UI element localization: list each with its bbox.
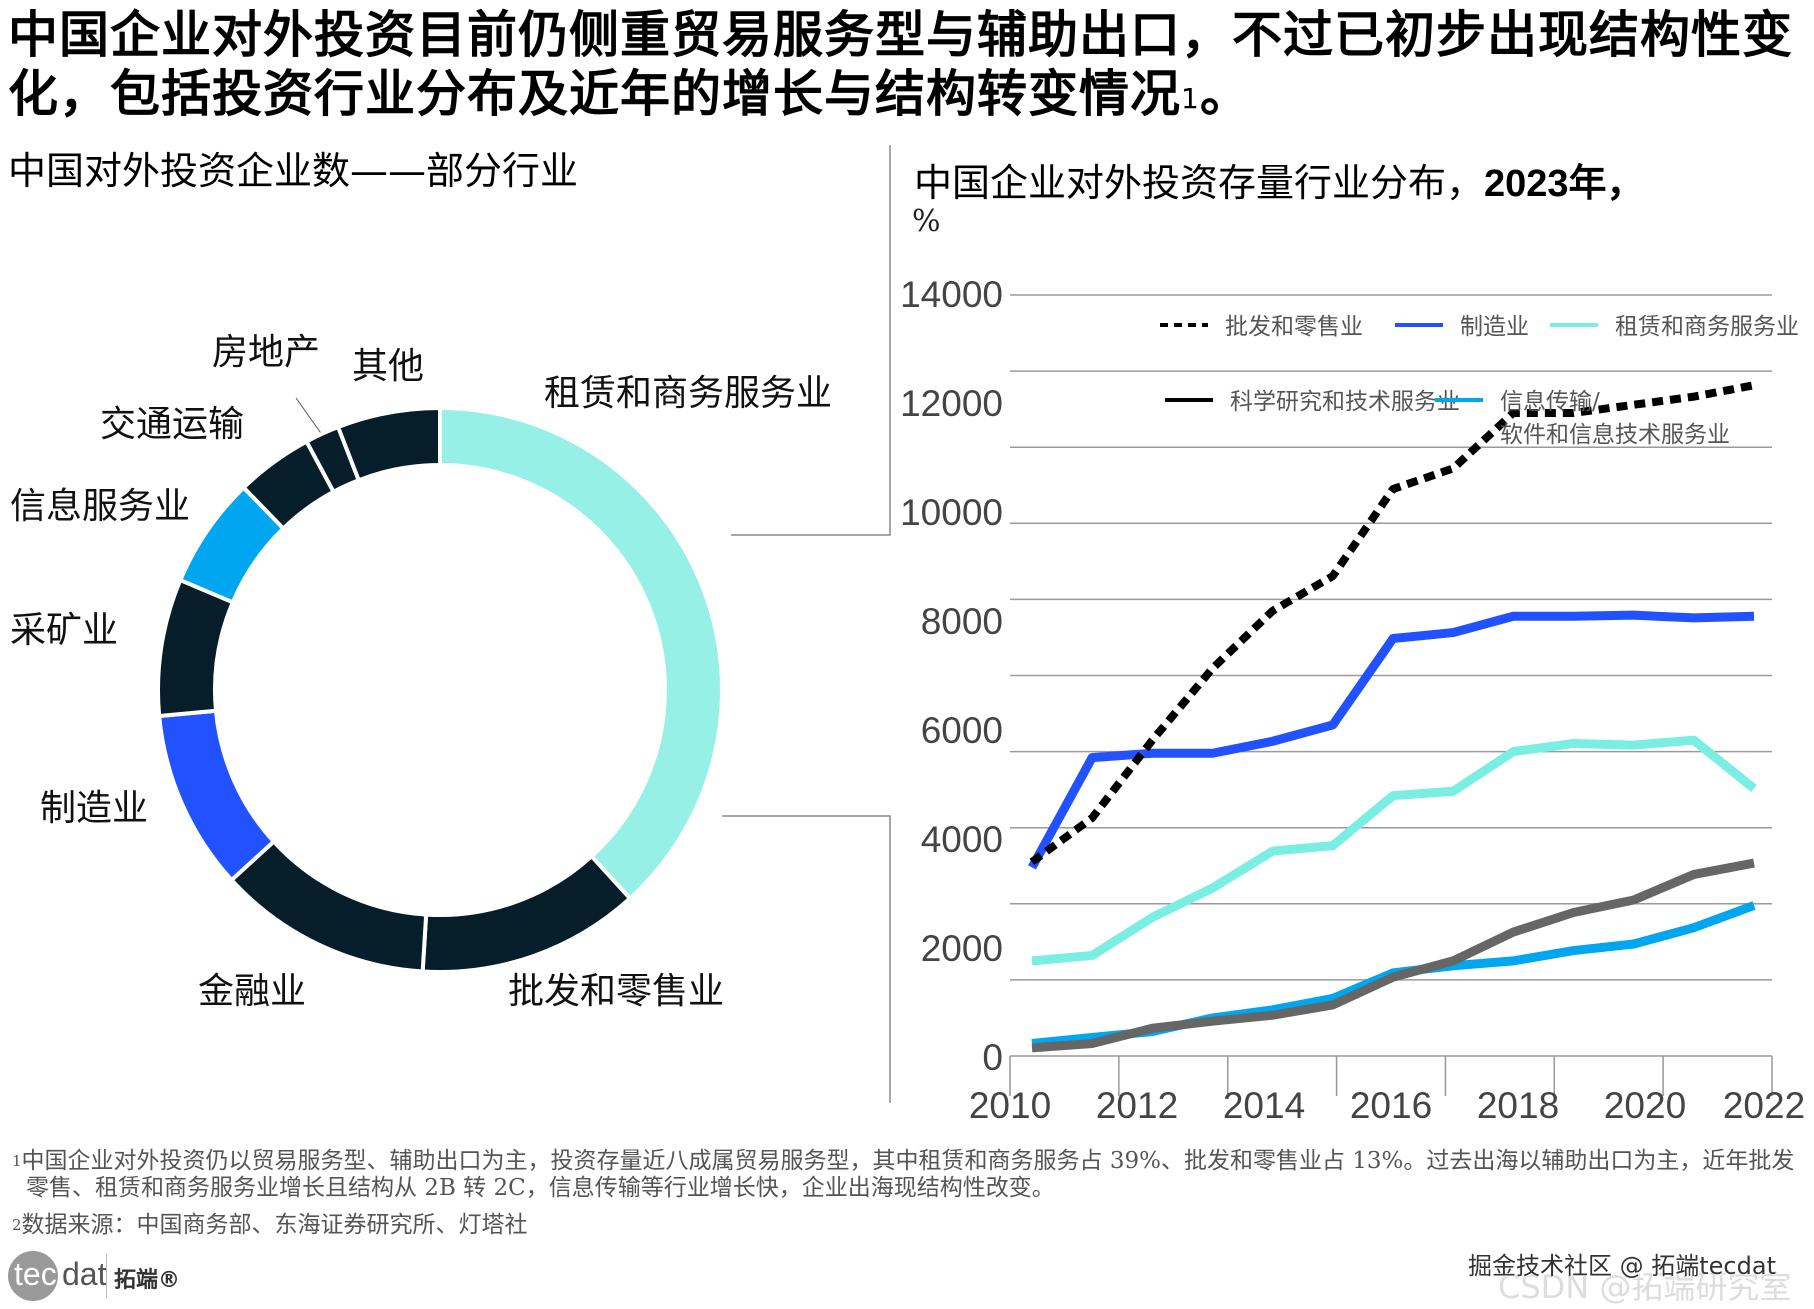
- series-line-0: [1029, 381, 1755, 866]
- donut-chart-title: 中国对外投资企业数——部分行业: [8, 149, 579, 193]
- footnotes: 1中国企业对外投资仍以贸易服务型、辅助出口为主，投资存量近八成属贸易服务型，其中…: [12, 1148, 1812, 1239]
- donut-label-mining: 采矿业: [10, 610, 118, 651]
- x-tick-label: 2012: [1096, 1085, 1178, 1126]
- donut-label-info: 信息服务业: [10, 486, 190, 527]
- x-tick-label: 2020: [1604, 1085, 1686, 1126]
- donut-label-finance: 金融业: [198, 971, 306, 1012]
- tecdat-logo: tec dat 拓端®: [8, 1250, 180, 1302]
- x-tick-label: 2016: [1350, 1085, 1432, 1126]
- line-chart-y-axis: 0 2000 4000 6000 8000 10000 12000 14000: [900, 274, 1003, 1078]
- y-tick-label: 0: [982, 1037, 1003, 1078]
- footnote-ref: 1: [1181, 82, 1200, 115]
- series-line-3: [1031, 858, 1755, 1053]
- divider-lower: [722, 815, 891, 1103]
- footnote-1: 1中国企业对外投资仍以贸易服务型、辅助出口为主，投资存量近八成属贸易服务型，其中…: [12, 1148, 1812, 1202]
- donut-labels: 租赁和商务服务业 批发和零售业 金融业 制造业 采矿业 信息服务业 交通运输 房…: [10, 332, 832, 1012]
- donut-label-other: 其他: [352, 346, 424, 387]
- logo-circle-icon: [8, 1251, 58, 1301]
- logo-cn: 拓端®: [114, 1268, 181, 1293]
- legend-label-4: 信息传输/: [1500, 389, 1600, 415]
- donut-label-transport: 交通运输: [100, 404, 244, 445]
- x-tick-label: 2010: [969, 1085, 1051, 1126]
- footnote-2: 2数据来源：中国商务部、东海证券研究所、灯塔社: [12, 1212, 1812, 1239]
- legend-label-0: 批发和零售业: [1225, 314, 1363, 340]
- donut-slice-8: [335, 405, 442, 483]
- donut-slice-2: [228, 838, 429, 974]
- footnote-2-text: 数据来源：中国商务部、东海证券研究所、灯塔社: [21, 1212, 528, 1238]
- headline-end: 。: [1199, 65, 1251, 123]
- watermark-csdn: CSDN @拓端研究室: [1498, 1268, 1792, 1306]
- donut-slice-0: [438, 405, 724, 902]
- donut-chart: [156, 405, 724, 974]
- line-chart-title-main: 中国企业对外投资存量行业分布，: [914, 161, 1485, 205]
- footnote-2-ref: 2: [12, 1216, 22, 1234]
- series-line-2: [1031, 735, 1757, 966]
- y-tick-label: 6000: [921, 710, 1003, 751]
- legend-label-4: 软件和信息技术服务业: [1500, 422, 1730, 448]
- logo-dat: dat: [62, 1256, 107, 1292]
- line-chart-series: [1028, 381, 1757, 1053]
- y-tick-label: 8000: [921, 601, 1003, 642]
- legend-label-3: 科学研究和技术服务业: [1230, 389, 1460, 415]
- legend-label-2: 租赁和商务服务业: [1615, 314, 1799, 340]
- headline-text: 中国企业对外投资目前仍侧重贸易服务型与辅助出口，不过已初步出现结构性变化，包括投…: [8, 6, 1793, 123]
- x-tick-label: 2018: [1477, 1085, 1559, 1126]
- footnote-1-text: 中国企业对外投资仍以贸易服务型、辅助出口为主，投资存量近八成属贸易服务型，其中租…: [21, 1148, 1795, 1201]
- x-tick-label: 2022: [1723, 1085, 1805, 1126]
- line-chart-title: 中国企业对外投资存量行业分布，2023年，: [914, 152, 1645, 207]
- donut-label-realestate: 房地产: [212, 332, 320, 373]
- logo-separator: [106, 1254, 107, 1298]
- y-tick-label: 2000: [921, 928, 1003, 969]
- y-tick-label: 10000: [900, 492, 1003, 533]
- line-chart-x-axis: 2010 2012 2014 2016 2018 2020 2022: [969, 1085, 1805, 1126]
- watermark-juejin: 掘金技术社区 @ 拓端tecdat: [1468, 1252, 1776, 1280]
- line-chart-title-year: 2023年，: [1484, 163, 1645, 205]
- donut-slice-4: [156, 577, 236, 719]
- y-tick-label: 4000: [921, 819, 1003, 860]
- series-line-1: [1028, 610, 1755, 870]
- x-tick-label: 2014: [1223, 1085, 1305, 1126]
- logo-tec: tec: [14, 1256, 57, 1292]
- divider-upper: [731, 145, 891, 536]
- y-tick-label: 14000: [900, 274, 1003, 315]
- donut-label-wholesale: 批发和零售业: [508, 971, 724, 1012]
- donut-label-manufacturing: 制造业: [40, 788, 148, 829]
- legend-label-1: 制造业: [1460, 314, 1529, 340]
- footnote-1-ref: 1: [12, 1152, 22, 1170]
- donut-slice-3: [157, 708, 277, 883]
- donut-slice-1: [420, 853, 633, 974]
- donut-label-leasing: 租赁和商务服务业: [544, 373, 832, 414]
- line-chart-unit: %: [912, 204, 941, 239]
- y-tick-label: 12000: [900, 383, 1003, 424]
- headline: 中国企业对外投资目前仍侧重贸易服务型与辅助出口，不过已初步出现结构性变化，包括投…: [8, 6, 1808, 124]
